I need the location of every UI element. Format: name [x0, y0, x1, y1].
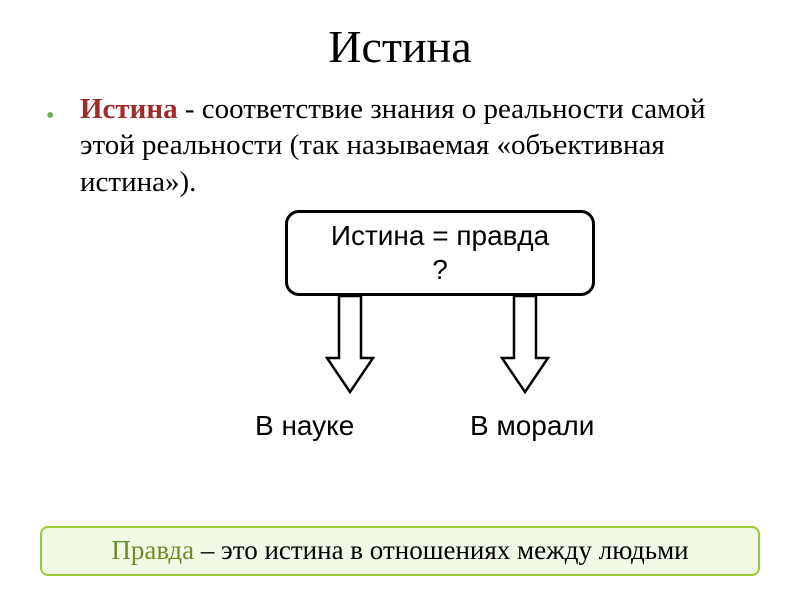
leaf-right-label: В морали [470, 410, 594, 442]
center-box-line2: ? [432, 254, 448, 285]
page-title: Истина [40, 20, 760, 73]
footer-rest: – это истина в отношениях между людьми [194, 535, 688, 565]
leaf-left-label: В науке [255, 410, 354, 442]
slide: Истина • Истина - соответствие знания о … [0, 0, 800, 600]
arrow-right [500, 296, 550, 396]
arrow-down-icon [502, 296, 548, 392]
arrow-down-icon [327, 296, 373, 392]
diagram: Истина = правда ? В науке В морали [40, 210, 760, 470]
arrow-left [325, 296, 375, 396]
center-box: Истина = правда ? [285, 210, 595, 296]
center-box-line1: Истина = правда [331, 220, 549, 251]
bullet-icon: • [46, 101, 54, 131]
footer-term: Правда [111, 535, 194, 565]
definition-paragraph: • Истина - соответствие знания о реально… [80, 91, 760, 200]
footer-box: Правда – это истина в отношениях между л… [40, 526, 760, 576]
definition-term: Истина [80, 93, 178, 125]
